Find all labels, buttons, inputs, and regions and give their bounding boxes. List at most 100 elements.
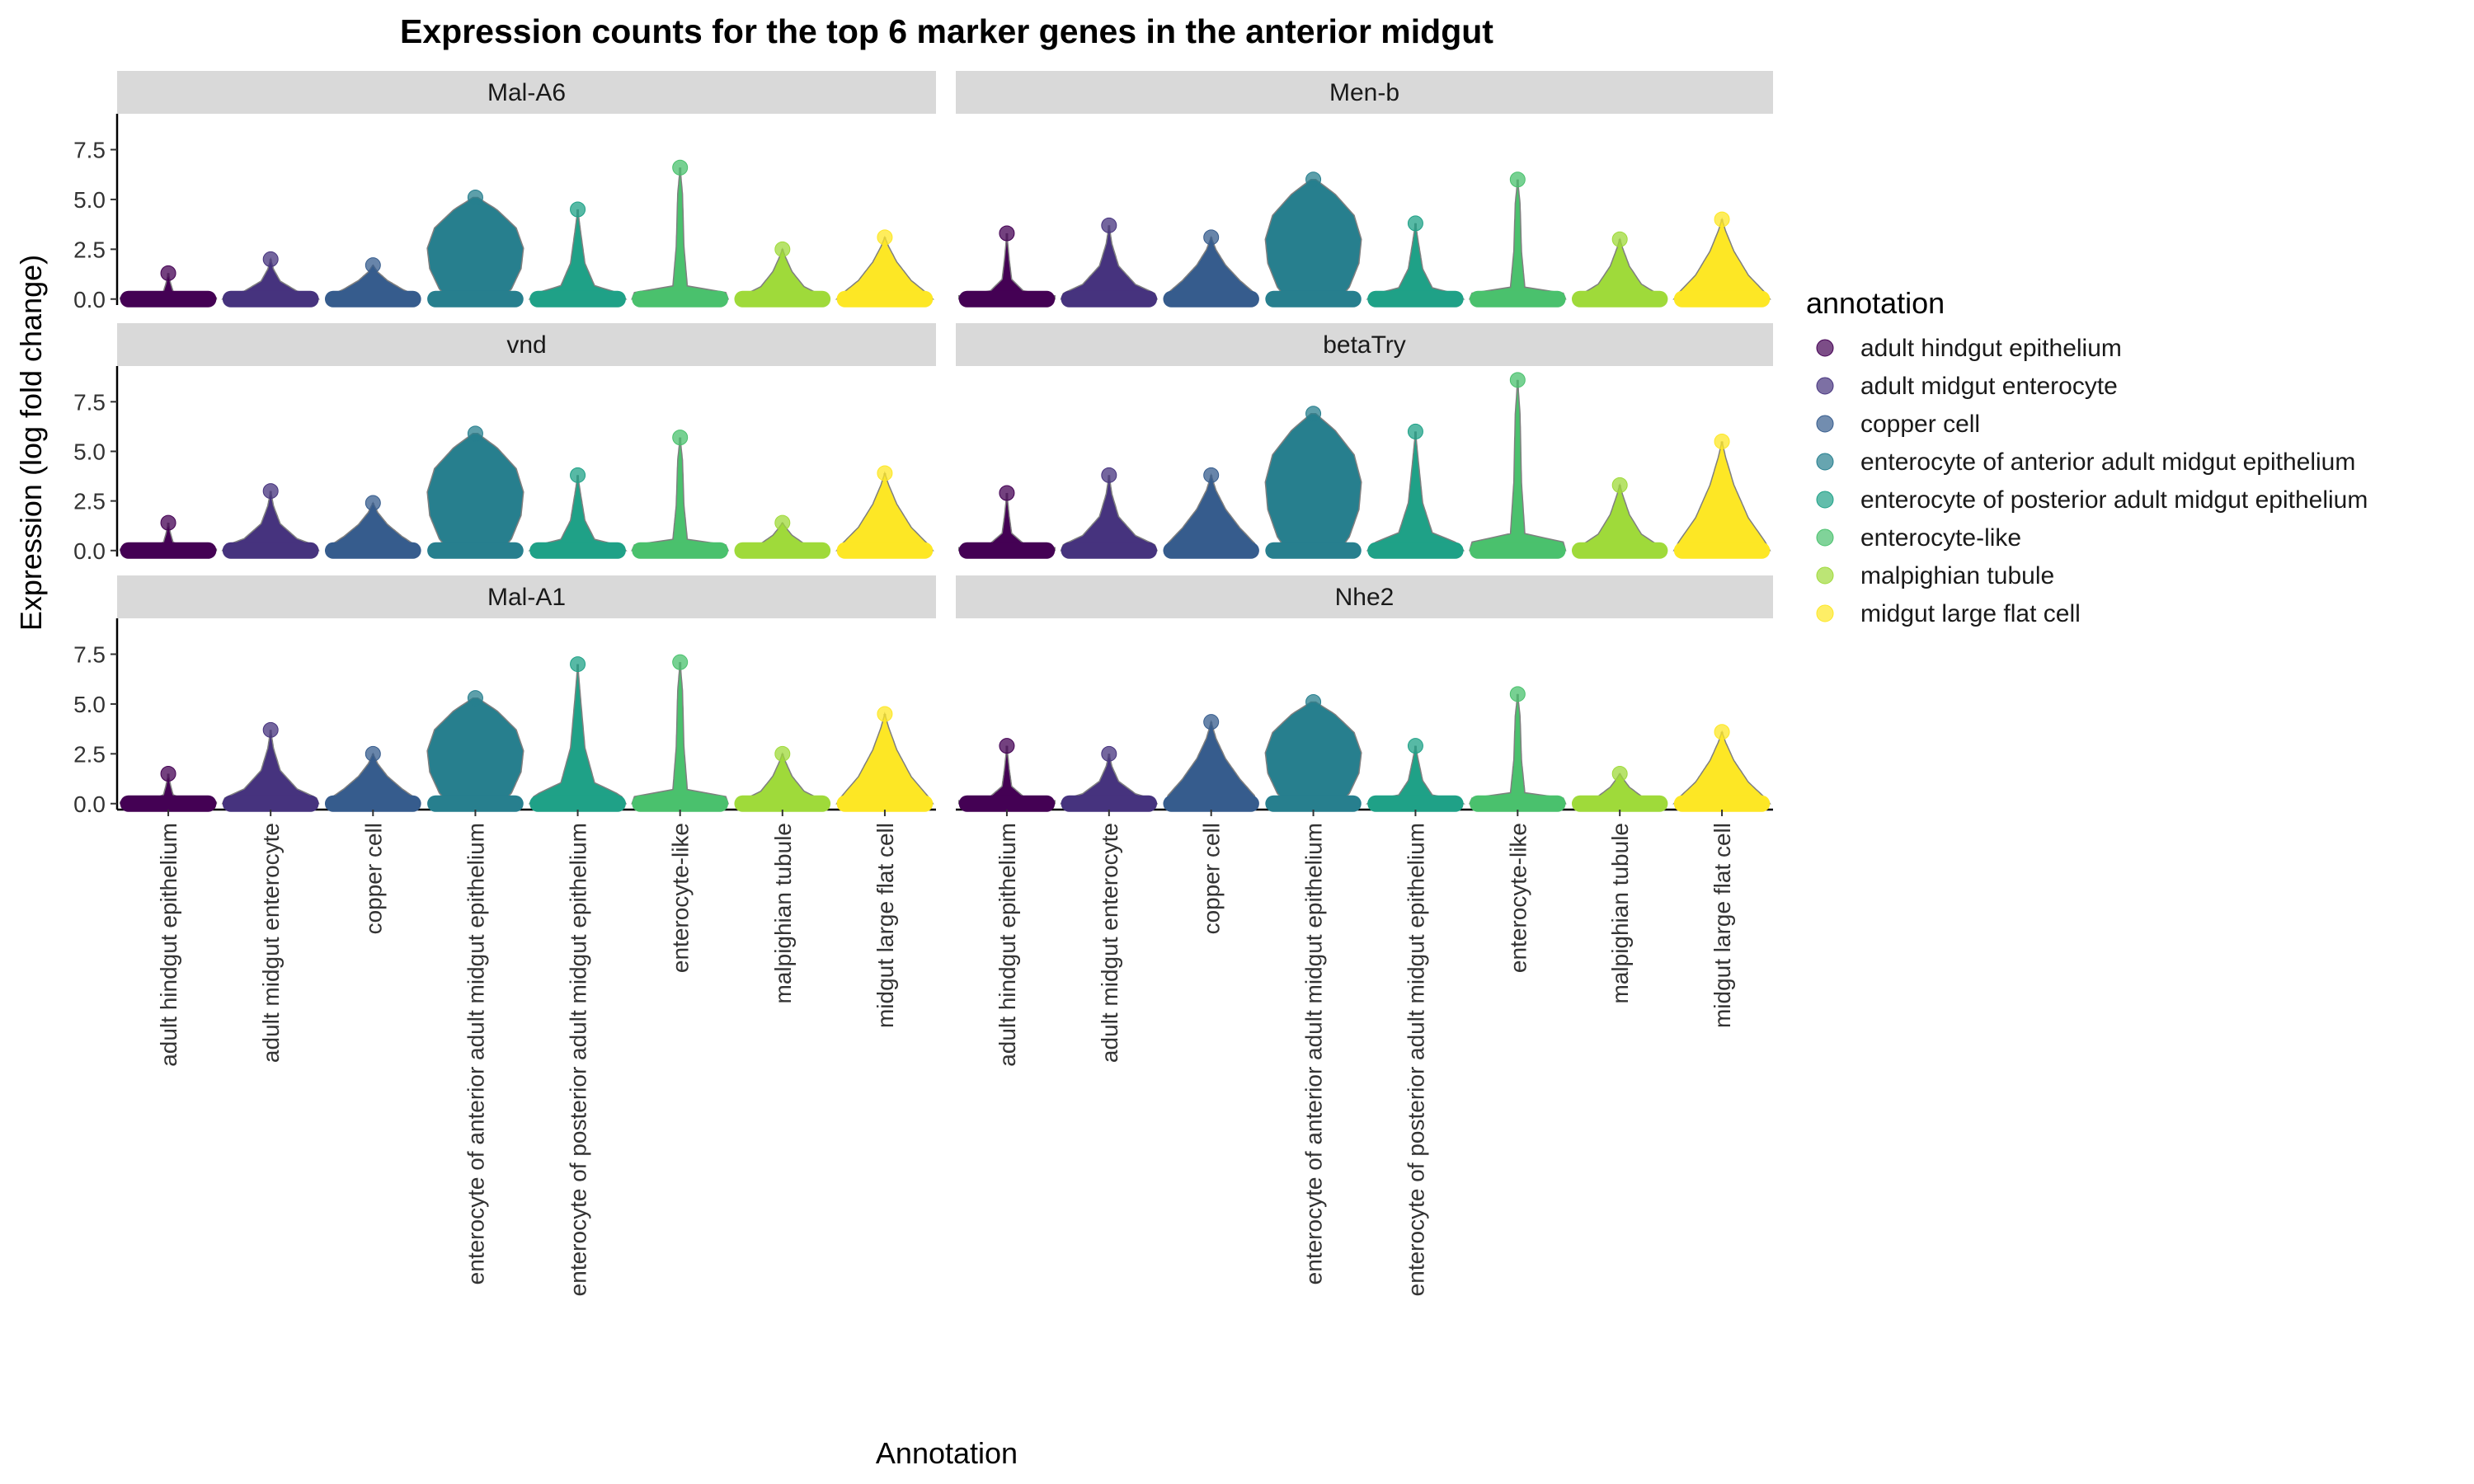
violin-base — [1470, 795, 1566, 812]
y-tick-label: 7.5 — [73, 389, 106, 415]
violin-base — [1571, 290, 1668, 308]
max-point — [1407, 423, 1423, 439]
violin-nhe2-adult-midgut-enterocyte — [1060, 745, 1159, 812]
max-point — [1407, 215, 1423, 232]
violin-mal-a6-malpighian-tubule — [734, 241, 831, 308]
y-tick-label: 5.0 — [73, 187, 106, 213]
violin-body — [957, 745, 1056, 805]
violin-betatry-malpighian-tubule — [1571, 477, 1668, 559]
max-point — [877, 229, 893, 246]
x-tick-label-adult-midgut-enterocyte: adult midgut enterocyte — [1097, 823, 1122, 1063]
violin-base — [1061, 795, 1158, 812]
violin-body — [1672, 441, 1771, 552]
violin-vnd-enterocyte-of-posterior-adult-midgut-epithelium — [528, 467, 628, 559]
violin-body — [957, 492, 1056, 552]
panel-men-b: Men-b — [956, 71, 1773, 308]
violin-base — [120, 795, 217, 812]
max-point — [160, 514, 176, 531]
violin-mal-a6-enterocyte-of-anterior-adult-midgut-epithelium — [426, 190, 524, 308]
max-point — [570, 467, 586, 483]
violin-base — [958, 290, 1056, 308]
violin-nhe2-malpighian-tubule — [1571, 766, 1668, 812]
strip-background — [117, 323, 936, 366]
violin-body — [1264, 701, 1362, 805]
violin-base — [529, 290, 626, 308]
strip-background — [117, 575, 936, 618]
violin-men-b-enterocyte-of-posterior-adult-midgut-epithelium — [1366, 215, 1465, 308]
max-point — [1101, 745, 1117, 762]
violin-betatry-midgut-large-flat-cell — [1672, 433, 1771, 559]
violin-base — [632, 290, 729, 308]
max-point — [262, 721, 279, 738]
violin-base — [734, 795, 831, 812]
violin-base — [1061, 542, 1158, 559]
violin-body — [1572, 237, 1667, 300]
strip-background — [956, 71, 1773, 114]
violin-body — [528, 209, 628, 300]
violin-body — [1469, 379, 1567, 552]
violin-men-b-midgut-large-flat-cell — [1672, 211, 1771, 308]
violin-body — [1164, 472, 1258, 552]
panel-mal-a6: Mal-A6 0.0 2.5 5.0 7.5 — [73, 71, 936, 312]
violin-mal-a1-enterocyte-like — [631, 654, 730, 812]
x-axis-title: Annotation — [876, 1436, 1018, 1470]
strip-background — [956, 323, 1773, 366]
x-tick-label-copper-cell: copper cell — [1199, 823, 1225, 934]
y-tick-label: 0.0 — [73, 538, 106, 564]
panel-betatry: betaTry — [956, 323, 1773, 559]
max-point — [1305, 694, 1322, 710]
violin-mal-a1-enterocyte-of-posterior-adult-midgut-epithelium — [528, 656, 628, 812]
violin-base — [734, 542, 831, 559]
y-tick-label: 2.5 — [73, 489, 106, 514]
violin-mal-a6-adult-midgut-enterocyte — [221, 251, 320, 308]
max-point — [467, 425, 483, 442]
violin-vnd-copper-cell — [324, 495, 421, 559]
violin-men-b-enterocyte-of-anterior-adult-midgut-epithelium — [1264, 171, 1362, 308]
max-point — [1203, 714, 1220, 730]
violin-base — [1163, 795, 1259, 812]
violin-body — [1366, 223, 1465, 300]
violin-body — [1469, 179, 1567, 300]
violin-vnd-enterocyte-like — [631, 430, 730, 559]
violin-base — [427, 542, 524, 559]
y-tick-label: 2.5 — [73, 237, 106, 262]
legend-item-adult-hindgut-epithelium: adult hindgut epithelium — [1816, 335, 2122, 362]
panels-layer: Mal-A6 0.0 2.5 5.0 7.5 Men-b vnd 0.0 2.5 5.0 7.5 be… — [73, 71, 1773, 817]
violin-vnd-midgut-large-flat-cell — [835, 465, 934, 559]
violin-base — [427, 795, 524, 812]
x-tick-label-enterocyte-like: enterocyte-like — [1505, 823, 1531, 973]
violin-men-b-malpighian-tubule — [1571, 231, 1668, 308]
violin-body — [1164, 235, 1258, 300]
violin-base — [1470, 290, 1566, 308]
x-tick-label-malpighian-tubule: malpighian tubule — [1607, 823, 1633, 1004]
legend-item-copper-cell: copper cell — [1816, 411, 1980, 438]
violin-vnd-adult-hindgut-epithelium — [119, 514, 218, 559]
chart-title: Expression counts for the top 6 marker g… — [400, 12, 1493, 50]
violin-vnd-enterocyte-of-anterior-adult-midgut-epithelium — [426, 425, 524, 559]
max-point — [672, 430, 689, 446]
max-point — [1611, 477, 1628, 493]
x-tick-label-enterocyte-of-anterior-adult-midgut-epithelium: enterocyte of anterior adult midgut epit… — [1301, 823, 1327, 1284]
legend-title: annotation — [1806, 286, 1945, 320]
legend-key — [1816, 604, 1834, 622]
x-tick-label-enterocyte-like: enterocyte-like — [668, 823, 694, 973]
violin-mal-a6-midgut-large-flat-cell — [835, 229, 935, 308]
violin-base — [529, 795, 626, 812]
violin-base — [1163, 542, 1259, 559]
legend-item-enterocyte-of-posterior-adult-midgut-epithelium: enterocyte of posterior adult midgut epi… — [1816, 486, 2368, 514]
max-point — [1305, 406, 1322, 422]
violin-base — [1673, 542, 1771, 559]
violin-base — [1673, 795, 1771, 812]
max-point — [774, 745, 791, 762]
violin-base — [1367, 795, 1464, 812]
legend-item-midgut-large-flat-cell: midgut large flat cell — [1816, 600, 2081, 627]
violin-nhe2-enterocyte-of-anterior-adult-midgut-epithelium — [1264, 694, 1362, 812]
violin-base — [324, 542, 421, 559]
max-point — [1509, 686, 1526, 702]
max-point — [570, 201, 586, 218]
violin-body — [1672, 730, 1771, 805]
legend-item-adult-midgut-enterocyte: adult midgut enterocyte — [1816, 373, 2118, 400]
max-point — [672, 654, 689, 670]
x-tick-label-enterocyte-of-posterior-adult-midgut-epithelium: enterocyte of posterior adult midgut epi… — [1403, 823, 1428, 1296]
violin-mal-a6-enterocyte-like — [631, 159, 730, 308]
